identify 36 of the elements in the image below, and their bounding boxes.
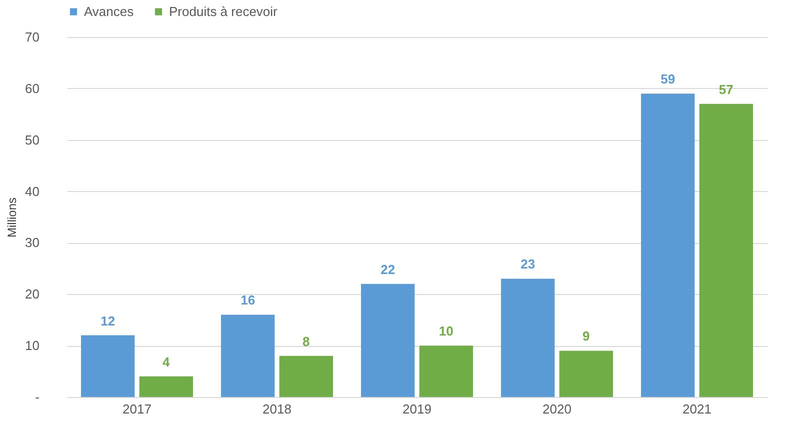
y-tick-label: 60 [25,80,40,96]
y-tick-label: 10 [25,338,40,354]
y-tick-label: - [35,390,40,404]
y-axis-title: Millions [5,197,20,238]
x-tick-label: 2018 [262,402,292,416]
y-tick-label: 50 [25,132,40,148]
bar [139,376,193,397]
bar [559,350,613,397]
x-tick-label: 2021 [682,402,712,416]
x-tick-label: 2020 [542,402,572,416]
bar [419,346,473,397]
data-label: 57 [718,82,734,97]
bar [641,94,695,397]
bar [81,335,135,397]
data-label: 59 [660,72,676,87]
data-label: 16 [240,292,256,308]
bar [501,278,555,397]
bar [279,356,333,397]
data-label: 23 [520,256,536,272]
data-label: 9 [582,328,590,344]
y-tick-label: 30 [25,235,40,250]
y-tick-label: 20 [25,286,40,302]
data-label: 4 [162,354,171,370]
x-tick-label: 2017 [122,402,152,416]
y-tick-label: 40 [25,184,40,199]
bar [221,314,275,397]
data-label: 12 [100,313,116,328]
data-label: 22 [380,262,396,277]
bar [361,284,415,397]
data-label: 8 [302,334,310,349]
data-label: 10 [438,324,454,339]
legend-label: Avances [84,4,134,19]
x-tick-label: 2019 [402,402,432,416]
y-tick-label: 70 [25,30,40,44]
bar [699,104,753,397]
legend-label: Produits à recevoir [169,4,278,19]
